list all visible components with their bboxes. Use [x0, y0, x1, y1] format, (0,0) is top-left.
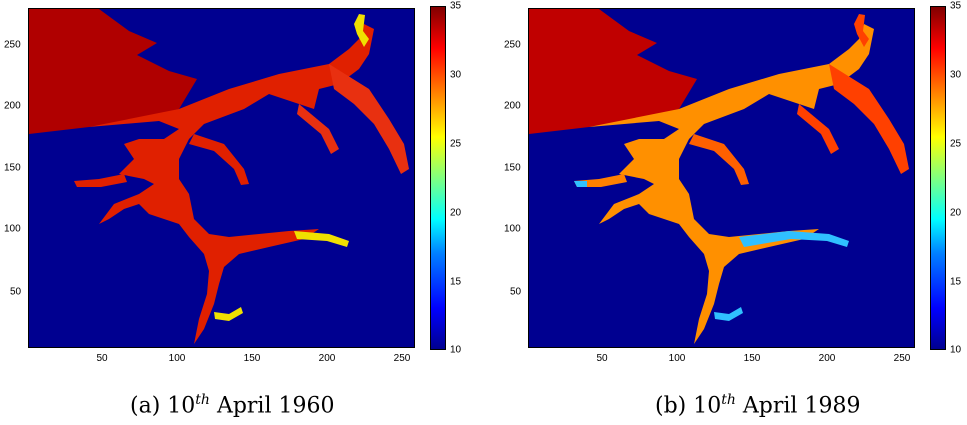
panel-a: 50 100 150 200 250 50 100 150 200 250 35… — [0, 0, 480, 425]
salinity-map-a — [29, 9, 409, 344]
caption-b: (b) 10th April 1989 — [655, 392, 860, 418]
head-north — [854, 14, 869, 47]
x-tick: 50 — [96, 353, 108, 364]
y-tick: 200 — [4, 100, 21, 112]
colorbar-tick: 15 — [450, 276, 462, 288]
x-tick: 250 — [393, 353, 411, 364]
caption-sup: th — [195, 392, 210, 408]
head-north — [354, 14, 369, 47]
y-tick: 250 — [4, 39, 21, 51]
y-tick: 150 — [4, 162, 21, 174]
y-tick: 50 — [10, 286, 22, 298]
head-west — [574, 181, 587, 187]
colorbar-tick: 15 — [950, 276, 962, 288]
y-tick: 150 — [504, 162, 521, 174]
side-branch-east — [189, 134, 249, 185]
head-south — [714, 307, 743, 321]
main-channel — [589, 24, 874, 344]
upper-tributary-east — [329, 64, 409, 174]
y-tick: 50 — [510, 286, 522, 298]
x-tick: 200 — [318, 353, 336, 364]
caption-sup: th — [721, 392, 736, 408]
colorbar-b — [930, 6, 946, 350]
colorbar-tick: 25 — [950, 138, 962, 150]
colorbar-tick: 10 — [950, 344, 962, 356]
colorbar-tick: 30 — [950, 69, 962, 81]
colorbar-tick: 10 — [450, 344, 462, 356]
y-tick: 100 — [4, 223, 21, 235]
side-branch-west — [574, 174, 627, 187]
x-tick: 50 — [596, 353, 608, 364]
colorbar-a — [430, 6, 446, 350]
x-tick: 200 — [818, 353, 836, 364]
upper-tributary-east — [829, 64, 909, 174]
y-tick: 200 — [504, 100, 521, 112]
caption-a: (a) 10th April 1960 — [130, 392, 334, 418]
head-east — [739, 231, 849, 247]
x-tick: 100 — [168, 353, 186, 364]
colorbar-tick: 25 — [450, 138, 462, 150]
caption-prefix: (b) 10 — [655, 393, 722, 419]
upper-tributary-mid — [797, 104, 839, 154]
colorbar-tick: 20 — [950, 207, 962, 219]
panel-b: 50 100 150 200 250 50 100 150 200 250 35… — [500, 0, 967, 425]
side-branch-east — [689, 134, 749, 185]
colorbar-tick: 20 — [450, 207, 462, 219]
x-tick: 100 — [668, 353, 686, 364]
colorbar-tick: 35 — [450, 0, 462, 12]
estuary-channel-b — [529, 9, 909, 344]
colorbar-tick: 30 — [450, 69, 462, 81]
upper-tributary-mid — [297, 104, 339, 154]
plot-area-b — [528, 8, 915, 348]
y-tick: 250 — [504, 39, 521, 51]
caption-suffix: April 1960 — [216, 393, 335, 419]
estuary-channel-a — [29, 9, 409, 344]
head-south — [214, 307, 243, 321]
x-tick: 250 — [893, 353, 911, 364]
main-channel — [89, 24, 374, 344]
salinity-map-b — [529, 9, 909, 344]
x-tick: 150 — [243, 353, 261, 364]
colorbar-tick: 35 — [950, 0, 962, 12]
side-branch-west — [74, 174, 127, 187]
plot-area-a — [28, 8, 415, 348]
y-tick: 100 — [504, 223, 521, 235]
head-east — [294, 231, 349, 247]
caption-suffix: April 1989 — [742, 393, 861, 419]
seaward-region — [529, 9, 697, 134]
caption-prefix: (a) 10 — [130, 393, 196, 419]
x-tick: 150 — [743, 353, 761, 364]
seaward-region — [29, 9, 197, 134]
